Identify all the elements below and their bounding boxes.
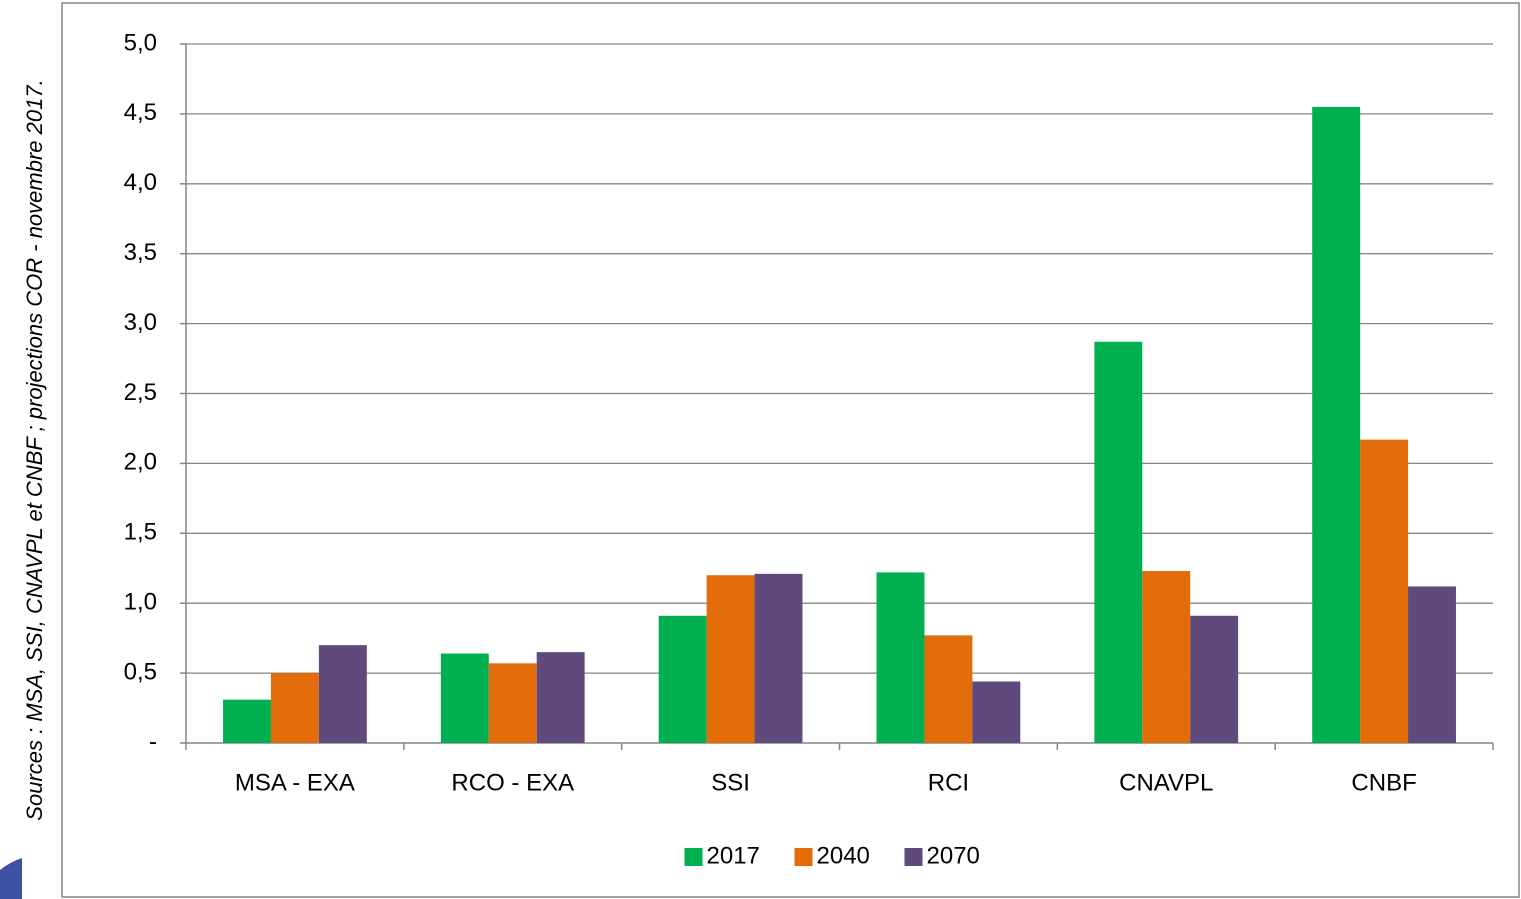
bar xyxy=(270,673,319,743)
bar xyxy=(706,575,755,743)
decor xyxy=(0,858,22,899)
bar xyxy=(1094,341,1143,743)
bar xyxy=(1360,439,1409,743)
bar xyxy=(318,645,367,743)
legend-swatch xyxy=(794,848,813,866)
x-tick-label: CNAVPL xyxy=(1119,769,1213,796)
x-tick-label: RCO - EXA xyxy=(451,769,574,796)
y-tick-label: 4,5 xyxy=(124,99,157,126)
bar xyxy=(1312,106,1361,743)
x-tick-label: SSI xyxy=(711,769,750,796)
y-tick-label: 1,5 xyxy=(124,519,157,546)
bar xyxy=(658,615,707,743)
bar xyxy=(1190,615,1239,743)
legend-swatch xyxy=(684,848,703,866)
chart-frame xyxy=(61,2,1520,898)
y-tick-label: 0,5 xyxy=(124,658,157,685)
bar xyxy=(536,652,585,743)
legend-swatch xyxy=(904,848,923,866)
bar xyxy=(440,653,489,743)
bar xyxy=(972,681,1021,743)
y-tick-label: - xyxy=(149,728,157,755)
legend-label: 2017 xyxy=(707,842,760,869)
y-tick-label: 3,0 xyxy=(124,309,157,336)
x-tick-label: RCI xyxy=(928,769,969,796)
legend-label: 2070 xyxy=(927,842,980,869)
source-note: Sources : MSA, SSI, CNAVPL et CNBF ; pro… xyxy=(22,79,47,820)
bar xyxy=(1408,586,1456,743)
bar xyxy=(1142,571,1191,743)
legend-label: 2040 xyxy=(817,842,870,869)
x-tick-label: MSA - EXA xyxy=(235,769,355,796)
x-tick-label: CNBF xyxy=(1351,769,1416,796)
bar xyxy=(876,572,925,743)
y-tick-label: 1,0 xyxy=(124,589,157,616)
bar xyxy=(223,699,271,743)
y-tick-label: 3,5 xyxy=(124,239,157,266)
y-tick-label: 5,0 xyxy=(124,29,157,56)
bar xyxy=(924,635,973,743)
y-tick-label: 4,0 xyxy=(124,169,157,196)
y-tick-label: 2,5 xyxy=(124,379,157,406)
y-tick-label: 2,0 xyxy=(124,449,157,476)
bar xyxy=(754,573,803,743)
bar xyxy=(488,663,537,743)
